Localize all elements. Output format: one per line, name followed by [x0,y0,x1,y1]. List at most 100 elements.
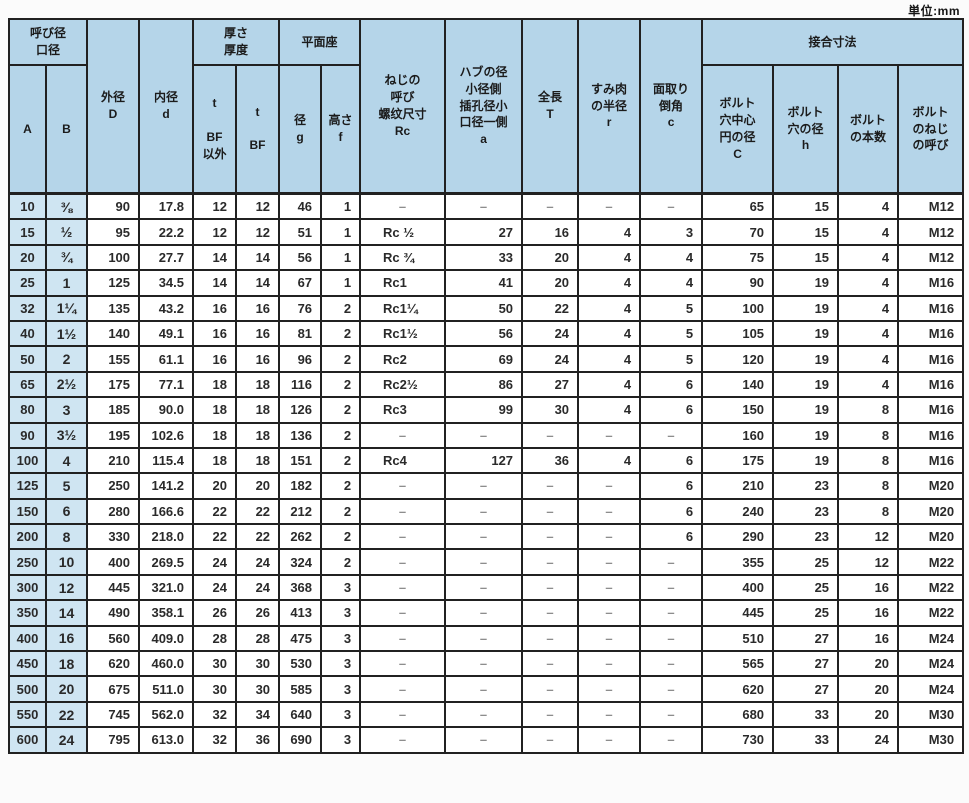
cell-hub-dia-a: – [444,650,524,678]
cell-bolt-thread: M16 [897,396,965,424]
cell-inner-dia-d: 61.1 [138,345,195,373]
cell-inner-dia-d: 43.2 [138,294,195,322]
cell-face-height-f: 2 [320,472,362,500]
cell-thread-rc: – [359,624,447,653]
cell-length-t: 36 [521,446,580,475]
cell-thickness-non-bf: 24 [192,548,238,576]
cell-bolt-thread: M12 [897,192,965,221]
cell-chamfer-c: – [639,548,704,576]
cell-thickness-non-bf: 12 [192,192,238,221]
cell-thickness-bf: 30 [235,675,281,703]
cell-thread-rc: Rc4 [359,446,447,475]
cell-length-t: 24 [521,345,580,373]
column-group-header: 厚さ 厚度 [192,18,281,66]
cell-nominal-b: 5 [44,472,89,500]
cell-thickness-bf: 24 [235,548,281,576]
cell-bolt-count: 20 [837,700,900,729]
column-header: 高さ f [320,64,362,195]
table-row: 100 4 210 115.4 18 18 151 2 Rc4 127 36 4 6 175 19 8 M16 [8,446,965,475]
table-row: 20 ¾ 100 27.7 14 14 56 1 Rc ¾ 33 20 4 4 75 15 4 M12 [8,243,965,272]
cell-nominal-a: 90 [8,421,47,449]
cell-thickness-non-bf: 14 [192,243,238,272]
cell-length-t: – [521,700,580,729]
cell-face-height-f: 1 [320,218,362,246]
cell-hub-dia-a: – [444,548,524,576]
cell-bolt-hole-dia-h: 27 [772,624,840,653]
cell-thickness-bf: 18 [235,396,281,424]
cell-bolt-count: 20 [837,650,900,678]
cell-thickness-bf: 34 [235,700,281,729]
cell-length-t: 20 [521,243,580,272]
cell-inner-dia-d: 358.1 [138,599,195,627]
cell-length-t: – [521,599,580,627]
cell-inner-dia-d: 27.7 [138,243,195,272]
cell-length-t: – [521,523,580,551]
cell-bolt-count: 8 [837,472,900,500]
cell-fillet-radius-r: – [577,700,642,729]
cell-chamfer-c: 4 [639,269,704,297]
cell-outer-dia-d: 560 [86,624,141,653]
column-group-header: ハブの径 小径側 插孔径小 口径一側 a [444,18,524,195]
cell-thread-rc: Rc1¼ [359,294,447,322]
cell-thickness-non-bf: 24 [192,573,238,602]
cell-thickness-non-bf: 26 [192,599,238,627]
cell-face-dia-g: 212 [278,497,323,526]
cell-bolt-count: 24 [837,726,900,754]
cell-nominal-b: 20 [44,675,89,703]
cell-bolt-count: 4 [837,319,900,348]
cell-bolt-thread: M20 [897,523,965,551]
cell-fillet-radius-r: – [577,192,642,221]
cell-inner-dia-d: 166.6 [138,497,195,526]
cell-fillet-radius-r: 4 [577,218,642,246]
cell-hub-dia-a: 27 [444,218,524,246]
cell-bolt-circle-dia-c: 90 [701,269,775,297]
cell-length-t: 20 [521,269,580,297]
cell-face-height-f: 2 [320,497,362,526]
cell-face-height-f: 2 [320,345,362,373]
cell-fillet-radius-r: 4 [577,243,642,272]
column-group-header: 面取り 倒角 c [639,18,704,195]
cell-length-t: 22 [521,294,580,322]
cell-face-dia-g: 56 [278,243,323,272]
dimension-table: 呼び径 口径 外径 D 内径 d 厚さ 厚度 平面座 ねじの 呼び 螺纹尺寸 Rc ハブの径… [7,18,965,754]
cell-length-t: – [521,726,580,754]
table-row: 10 ⅜ 90 17.8 12 12 46 1– – – – –65 15 4 M12 [8,192,965,221]
cell-thickness-bf: 16 [235,319,281,348]
cell-nominal-b: ¾ [44,243,89,272]
cell-thickness-non-bf: 18 [192,370,238,399]
cell-thickness-non-bf: 32 [192,726,238,754]
cell-inner-dia-d: 511.0 [138,675,195,703]
cell-bolt-circle-dia-c: 70 [701,218,775,246]
cell-outer-dia-d: 185 [86,396,141,424]
cell-chamfer-c: 5 [639,294,704,322]
cell-outer-dia-d: 195 [86,421,141,449]
cell-nominal-b: 1 [44,269,89,297]
cell-nominal-a: 600 [8,726,47,754]
table-row: 65 2½ 175 77.1 18 18 116 2 Rc2½ 86 27 4 6 140 19 4 M16 [8,370,965,399]
cell-inner-dia-d: 409.0 [138,624,195,653]
cell-bolt-hole-dia-h: 19 [772,269,840,297]
cell-face-dia-g: 51 [278,218,323,246]
cell-face-height-f: 2 [320,421,362,449]
cell-bolt-hole-dia-h: 23 [772,497,840,526]
cell-chamfer-c: 3 [639,218,704,246]
column-group-header: すみ肉 の半径 r [577,18,642,195]
cell-nominal-b: 12 [44,573,89,602]
cell-thickness-non-bf: 18 [192,421,238,449]
cell-nominal-a: 20 [8,243,47,272]
table-row: 25 1 125 34.5 14 14 67 1 Rc1 41 20 4 4 90 19 4 M16 [8,269,965,297]
table-row: 90 3½ 195 102.6 18 18 136 2– – – – –160 19 8 M16 [8,421,965,449]
cell-face-dia-g: 126 [278,396,323,424]
cell-hub-dia-a: – [444,700,524,729]
cell-face-dia-g: 182 [278,472,323,500]
cell-thickness-bf: 24 [235,573,281,602]
cell-face-height-f: 3 [320,624,362,653]
cell-nominal-a: 10 [8,192,47,221]
cell-face-dia-g: 81 [278,319,323,348]
cell-thread-rc: Rc1 [359,269,447,297]
table-row: 300 12 445 321.0 24 24 368 3– – – – –400 25 16 M22 [8,573,965,602]
cell-bolt-thread: M20 [897,472,965,500]
cell-thickness-bf: 20 [235,472,281,500]
cell-outer-dia-d: 125 [86,269,141,297]
cell-bolt-thread: M16 [897,446,965,475]
